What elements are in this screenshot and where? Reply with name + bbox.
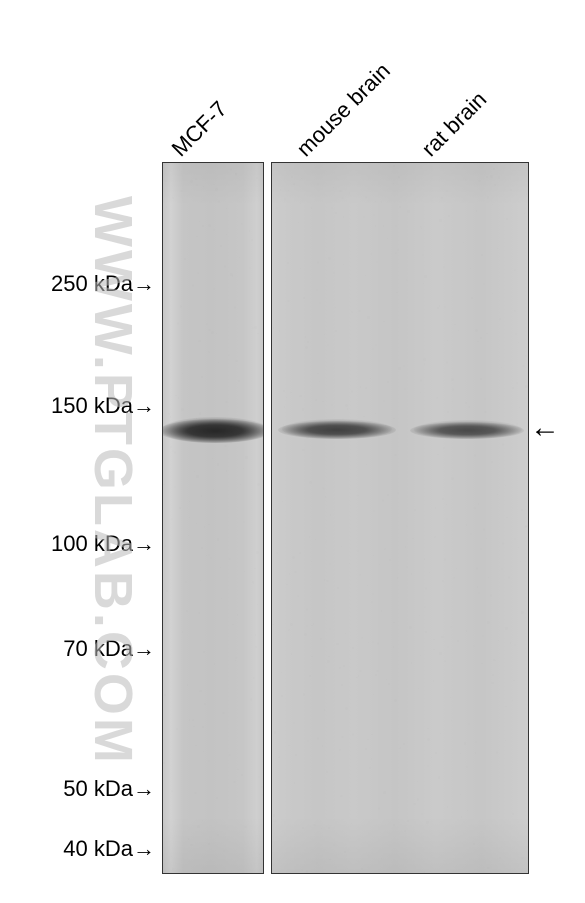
lane-label-1: MCF-7	[167, 96, 233, 162]
marker-100: 100 kDa→	[51, 531, 155, 557]
marker-250: 250 kDa→	[51, 271, 155, 297]
marker-70: 70 kDa→	[63, 636, 155, 662]
lane-label-2: mouse brain	[292, 58, 396, 162]
marker-40: 40 kDa→	[63, 836, 155, 862]
blot-lane-1	[162, 162, 264, 874]
lane-label-3: rat brain	[417, 87, 492, 162]
target-band-arrow: ←	[530, 411, 560, 445]
western-blot-figure: { "lane_labels": [ { "text": "MCF-7", "l…	[0, 0, 585, 903]
marker-50: 50 kDa→	[63, 776, 155, 802]
blot-lanes-2-3	[271, 162, 529, 874]
marker-150: 150 kDa→	[51, 393, 155, 419]
